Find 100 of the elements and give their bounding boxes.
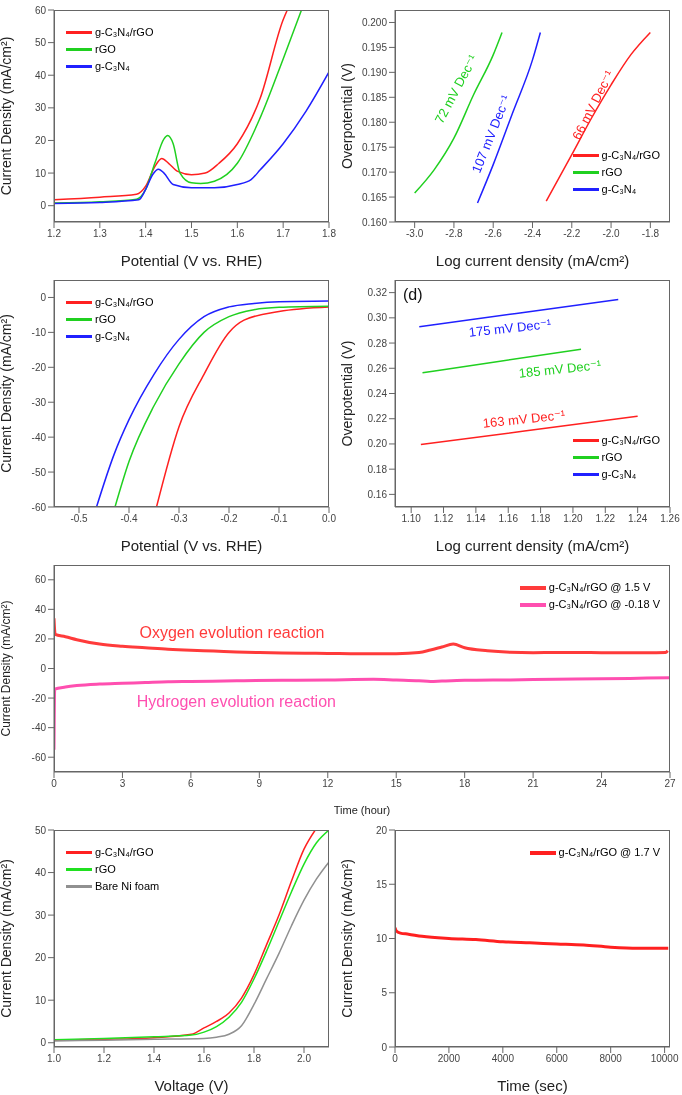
legend-label: g-C₃N₄ (95, 329, 130, 344)
x-tick-label: -2.4 (523, 228, 542, 240)
x-tick-label: 1.16 (498, 513, 519, 525)
x-tick-label: 21 (527, 778, 540, 790)
x-axis-title: Voltage (V) (154, 1077, 229, 1094)
y-tick-label: 0.28 (367, 337, 388, 349)
y-tick-label: -20 (31, 361, 47, 373)
y-tick-label: 10 (34, 167, 47, 179)
y-tick-label: 40 (34, 867, 47, 879)
x-tick-label: 1.18 (530, 513, 551, 525)
y-tick-label: 0.26 (367, 362, 388, 374)
x-tick-label: 2000 (437, 1053, 461, 1065)
y-tick-label: -10 (31, 326, 47, 338)
x-tick-label: 10000 (650, 1053, 679, 1065)
y-tick-label: 0.165 (361, 191, 388, 203)
y-axis-title: Overpotential (V) (338, 63, 355, 169)
y-tick-label: 0.160 (361, 216, 388, 228)
x-tick-label: 1.8 (247, 1053, 262, 1065)
y-tick-label: 0.200 (361, 17, 388, 29)
y-tick-label: 20 (34, 633, 47, 645)
y-tick-label: -60 (31, 751, 47, 763)
annotation: 66 mV Dec⁻¹ (569, 68, 618, 143)
legend-label: g-C₃N₄/rGO (95, 845, 154, 860)
legend-label: g-C₃N₄/rGO (601, 433, 660, 448)
x-tick-label: -1.8 (641, 228, 660, 240)
x-tick-label: 1.22 (595, 513, 616, 525)
y-tick-label: 40 (34, 603, 47, 615)
y-tick-label: 10 (375, 933, 388, 945)
x-tick-label: -2.6 (484, 228, 503, 240)
legend-label: g-C₃N₄ (601, 467, 637, 482)
y-tick-label: 0 (40, 1037, 47, 1049)
legend-label: Bare Ni foam (95, 879, 160, 894)
x-tick-label: 1.7 (276, 228, 291, 240)
line-series (54, 71, 329, 205)
x-tick-label: -0.5 (70, 513, 89, 525)
y-tick-label: -40 (31, 722, 47, 734)
legend-label: g-C₃N₄/rGO @ -0.18 V (548, 597, 660, 612)
y-tick-label: 0.24 (367, 388, 388, 400)
x-tick-label: 1.20 (563, 513, 584, 525)
y-tick-label: -30 (31, 396, 47, 408)
y-axis-title: Current Density (mA/cm²) (0, 859, 14, 1018)
x-tick-label: 2.0 (297, 1053, 312, 1065)
x-tick-label: -0.3 (170, 513, 189, 525)
x-axis-title: Time (hour) (333, 804, 391, 816)
legend-label: g-C₃N₄ (95, 59, 130, 74)
annotation: Hydrogen evolution reaction (136, 693, 336, 712)
x-tick-label: 1.0 (47, 1053, 62, 1065)
x-axis-title: Log current density (mA/cm²) (435, 252, 630, 269)
x-tick-label: 1.6 (197, 1053, 212, 1065)
y-tick-label: 20 (375, 824, 388, 836)
y-axis-title: Overpotential (V) (338, 340, 355, 447)
x-tick-label: 9 (256, 778, 263, 790)
x-tick-label: 1.3 (92, 228, 108, 240)
y-tick-label: 40 (34, 69, 47, 81)
y-tick-label: 0 (381, 1041, 388, 1053)
y-tick-label: 0.170 (361, 166, 388, 178)
legend-label: g-C₃N₄/rGO @ 1.7 V (558, 845, 660, 860)
legend-label: rGO (95, 312, 116, 327)
y-tick-label: 15 (375, 878, 388, 890)
legend-label: rGO (601, 450, 623, 465)
x-tick-label: 18 (459, 778, 471, 790)
legend-label: g-C₃N₄/rGO (601, 148, 660, 163)
x-tick-label: 1.2 (47, 228, 62, 240)
x-axis-title: Potential (V vs. RHE) (120, 252, 263, 269)
x-tick-label: 0.0 (322, 513, 337, 525)
x-tick-label: -0.4 (120, 513, 139, 525)
y-tick-label: 0.185 (361, 91, 388, 103)
y-tick-label: 0.20 (367, 438, 388, 450)
y-tick-label: 60 (34, 4, 47, 16)
y-tick-label: 0.30 (367, 312, 388, 324)
x-tick-label: 4000 (491, 1053, 515, 1065)
y-tick-label: 0.32 (367, 287, 388, 299)
x-tick-label: 1.6 (230, 228, 245, 240)
x-tick-label: 27 (664, 778, 676, 790)
y-tick-label: 0.18 (367, 463, 388, 475)
y-tick-label: 0.175 (361, 141, 388, 153)
x-tick-label: 1.26 (660, 513, 681, 525)
y-tick-label: 0 (40, 292, 47, 304)
x-tick-label: 1.14 (466, 513, 487, 525)
line-series (54, 861, 329, 1042)
y-tick-label: 10 (34, 994, 47, 1006)
x-axis-title: Time (sec) (497, 1077, 568, 1094)
x-tick-label: 6000 (545, 1053, 569, 1065)
x-tick-label: 1.12 (433, 513, 454, 525)
legend-label: rGO (95, 862, 116, 877)
y-tick-label: 0.195 (361, 41, 388, 53)
annotation: Oxygen evolution reaction (139, 624, 325, 643)
x-tick-label: -0.2 (220, 513, 239, 525)
y-tick-label: 0.190 (361, 66, 388, 78)
x-axis-title: Potential (V vs. RHE) (120, 537, 263, 554)
x-tick-label: 3 (119, 778, 126, 790)
y-tick-label: 5 (381, 987, 388, 999)
x-tick-label: 0 (51, 778, 58, 790)
y-tick-label: -20 (31, 692, 47, 704)
y-axis-title: Current Density (mA/cm²) (0, 314, 14, 473)
x-tick-label: -3.0 (406, 228, 424, 240)
x-tick-label: 24 (595, 778, 608, 790)
x-tick-label: 1.4 (138, 228, 154, 240)
y-tick-label: 60 (34, 574, 47, 586)
y-tick-label: 0 (40, 663, 47, 675)
